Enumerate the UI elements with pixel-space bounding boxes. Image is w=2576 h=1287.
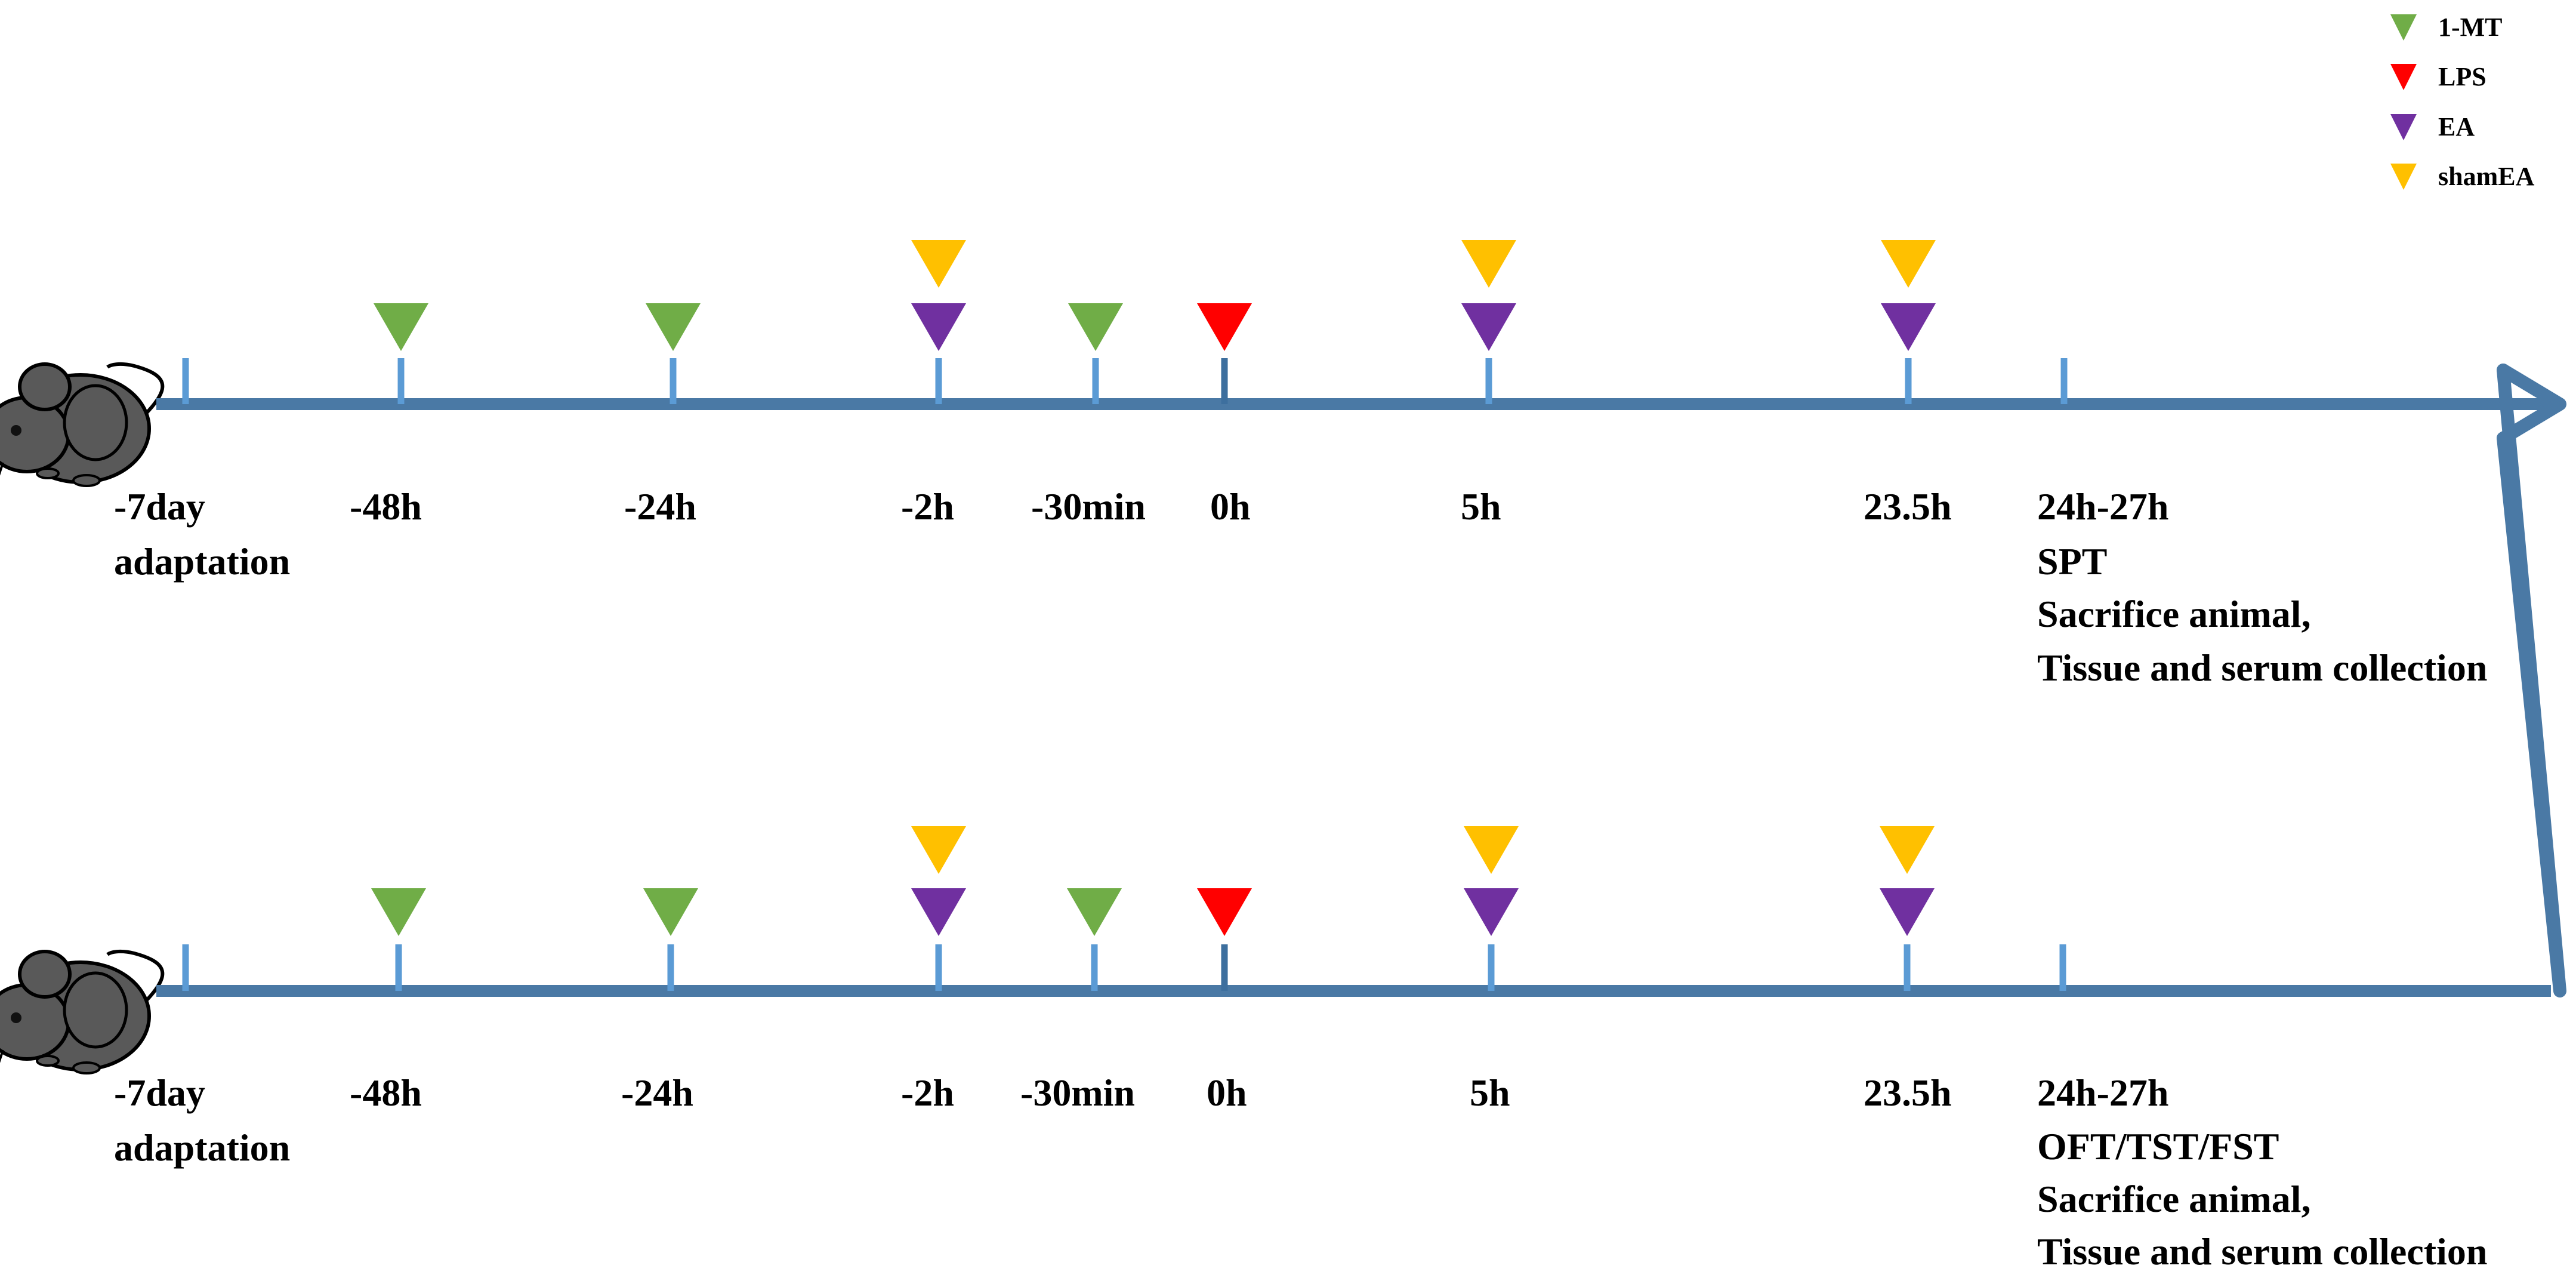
shamea-marker-icon xyxy=(1464,826,1519,874)
time-label-7day: -7day xyxy=(114,1072,205,1114)
mt-marker-icon xyxy=(1067,888,1122,936)
time-label-48h: -48h xyxy=(350,1072,422,1114)
mt-marker-icon xyxy=(371,888,426,936)
time-label-24h: -24h xyxy=(621,1072,693,1114)
mt-marker-icon xyxy=(1068,303,1123,351)
legend-item-1-mt: 1-MT xyxy=(2390,13,2503,42)
time-label-24h-27h: 24h-27h xyxy=(2037,485,2169,528)
time-label-30min: -30min xyxy=(1031,485,1146,528)
lps-marker-icon xyxy=(1197,888,1252,936)
endpoint-label-spt: SPT xyxy=(2037,540,2107,583)
shamea-marker-icon xyxy=(911,826,966,874)
time-label-5h: 5h xyxy=(1461,485,1501,528)
time-label-24h: -24h xyxy=(624,485,696,528)
time-label-24h-27h: 24h-27h xyxy=(2037,1072,2169,1114)
shamea-marker-icon xyxy=(1880,826,1935,874)
endpoint-label-tissue-and-serum-collection: Tissue and serum collection xyxy=(2037,646,2487,689)
endpoint-label-oft-tst-fst: OFT/TST/FST xyxy=(2037,1125,2279,1168)
legend-shamea-marker-icon xyxy=(2390,164,2417,190)
shamea-marker-icon xyxy=(1881,240,1936,288)
time-label-23-5h: 23.5h xyxy=(1864,1072,1952,1114)
timeline-top: -7day -48h -24h -2h -30min 0h 5h 23.5h 24h-27h ad… xyxy=(0,240,2566,689)
mouse-icon xyxy=(0,362,165,487)
timeline-bottom: -7day -48h -24h -2h -30min 0h 5h 23.5h 24h-27h ad… xyxy=(0,364,2566,1273)
legend-label-lps: LPS xyxy=(2438,62,2486,91)
legend-label-shamea: shamEA xyxy=(2438,162,2535,191)
time-label-2h: -2h xyxy=(901,485,954,528)
shamea-marker-icon xyxy=(1461,240,1516,288)
shamea-marker-icon xyxy=(911,240,966,288)
phase-label-adaptation: adaptation xyxy=(114,1126,290,1169)
lps-marker-icon xyxy=(1197,303,1252,351)
mt-marker-icon xyxy=(646,303,701,351)
ea-marker-icon xyxy=(911,303,966,351)
endpoint-label-sacrifice-animal: Sacrifice animal, xyxy=(2037,1178,2311,1220)
mt-marker-icon xyxy=(374,303,428,351)
ea-marker-icon xyxy=(1461,303,1516,351)
time-label-2h: -2h xyxy=(901,1072,954,1114)
mouse-icon xyxy=(0,949,165,1074)
time-label-30min: -30min xyxy=(1020,1072,1135,1114)
ea-marker-icon xyxy=(1881,303,1936,351)
time-label-23-5h: 23.5h xyxy=(1864,485,1952,528)
arrowhead-icon xyxy=(2497,364,2566,997)
legend-ea-marker-icon xyxy=(2390,114,2417,140)
time-label-0h: 0h xyxy=(1210,485,1251,528)
time-label-5h: 5h xyxy=(1470,1072,1510,1114)
legend-item-ea: EA xyxy=(2390,112,2475,141)
ea-marker-icon xyxy=(1464,888,1519,936)
mt-marker-icon xyxy=(643,888,698,936)
legend-mt-marker-icon xyxy=(2390,14,2417,41)
phase-label-adaptation: adaptation xyxy=(114,540,290,583)
endpoint-label-tissue-and-serum-collection: Tissue and serum collection xyxy=(2037,1230,2487,1273)
ea-marker-icon xyxy=(911,888,966,936)
time-label-7day: -7day xyxy=(114,485,205,528)
legend-lps-marker-icon xyxy=(2390,64,2417,90)
legend-item-shamea: shamEA xyxy=(2390,162,2535,191)
time-label-0h: 0h xyxy=(1207,1072,1247,1114)
legend: 1-MT LPS EA shamEA xyxy=(2390,13,2535,191)
legend-label-ea: EA xyxy=(2438,112,2475,141)
arrowhead-icon xyxy=(2497,364,2566,445)
legend-item-lps: LPS xyxy=(2390,62,2486,91)
legend-label-1-mt: 1-MT xyxy=(2438,13,2503,42)
endpoint-label-sacrifice-animal: Sacrifice animal, xyxy=(2037,593,2311,635)
ea-marker-icon xyxy=(1880,888,1935,936)
time-label-48h: -48h xyxy=(350,485,422,528)
